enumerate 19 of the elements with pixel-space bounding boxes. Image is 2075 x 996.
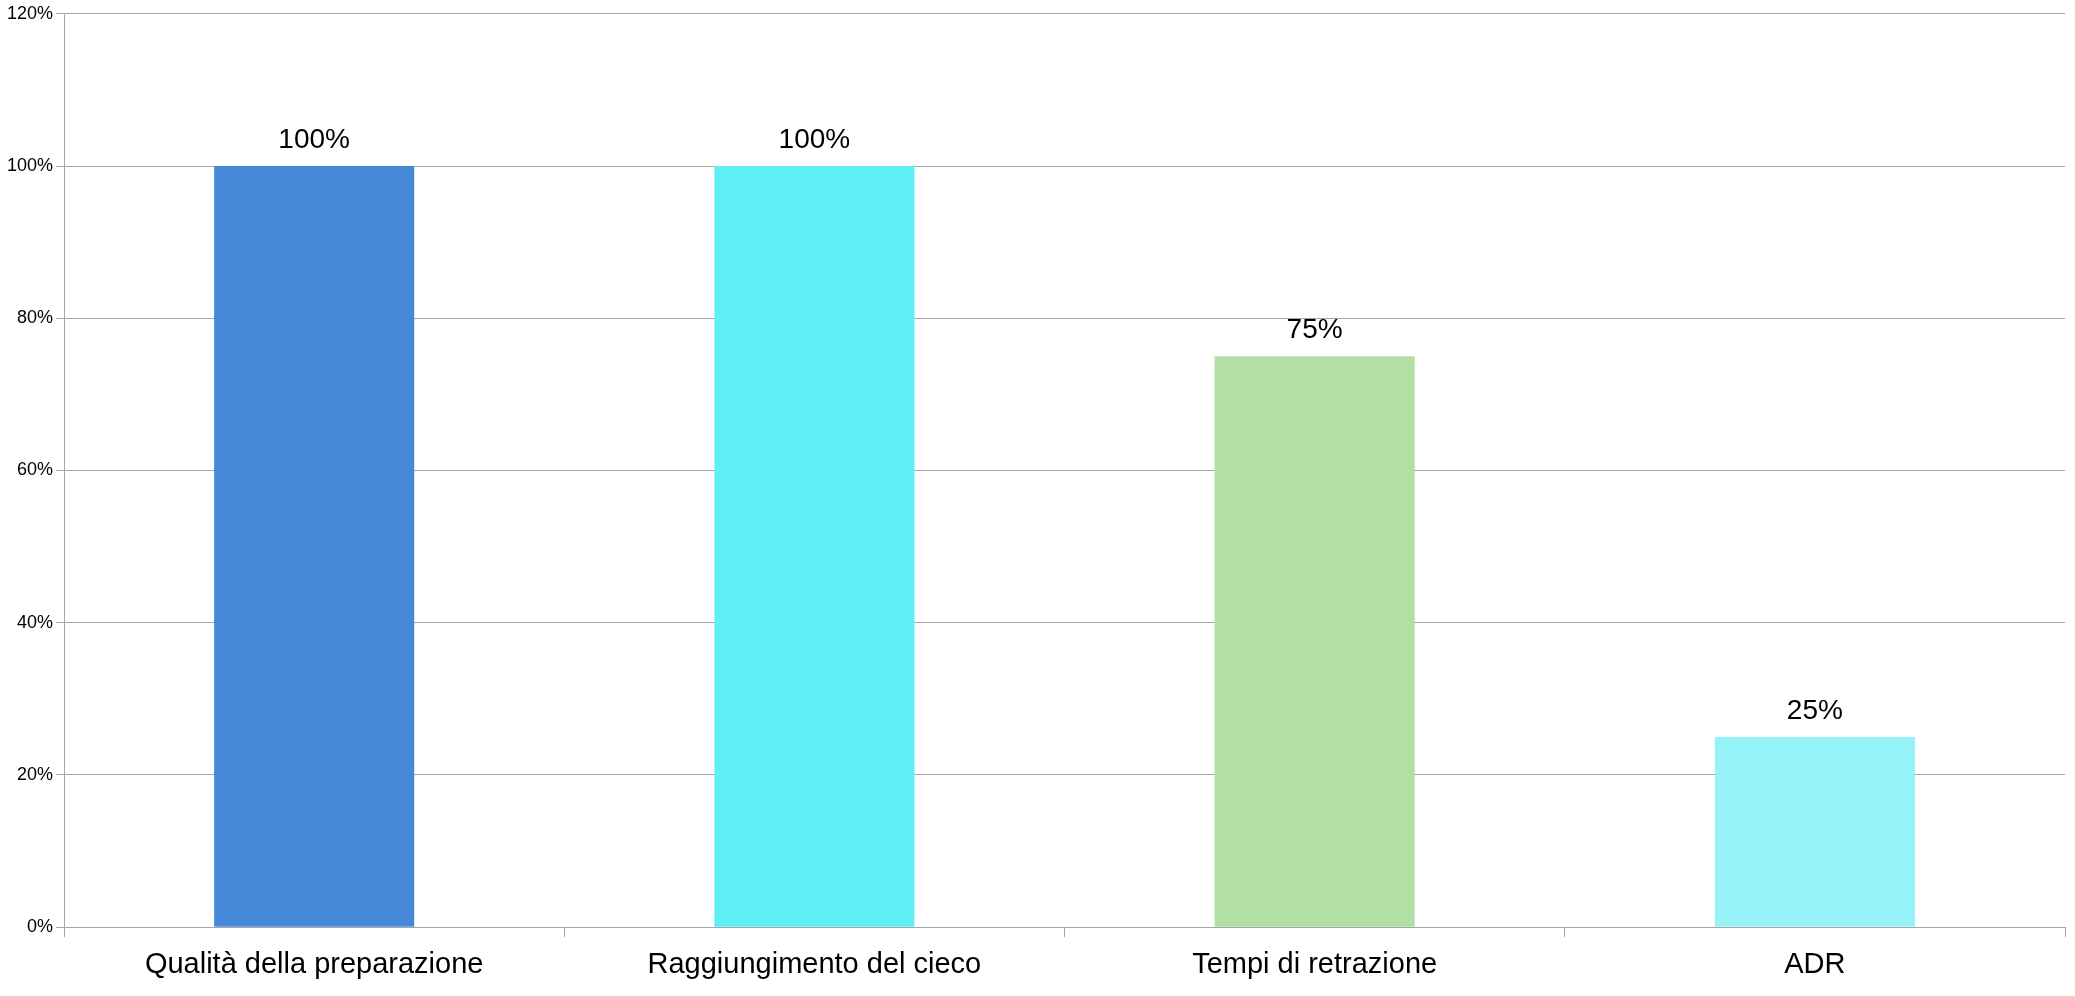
x-tick-label: Raggiungimento del cieco: [647, 946, 982, 979]
x-tick-label: ADR: [1784, 946, 1846, 979]
bar: [1214, 356, 1415, 927]
data-label: 25%: [1786, 693, 1843, 725]
data-label: 100%: [778, 122, 851, 154]
y-tick-label: 40%: [17, 611, 54, 632]
data-label: 75%: [1286, 313, 1343, 345]
x-tick-label: Tempi di retrazione: [1192, 946, 1438, 979]
y-tick-label: 60%: [17, 459, 54, 480]
y-tick-label: 80%: [17, 307, 54, 328]
y-tick-label: 20%: [17, 763, 54, 784]
data-label: 100%: [278, 122, 350, 154]
x-tick-label: Qualità della preparazione: [144, 946, 484, 979]
y-tick-label: 120%: [6, 2, 54, 23]
y-tick-label: 0%: [27, 916, 54, 937]
bar: [214, 166, 415, 927]
bar: [1714, 736, 1915, 927]
bar: [714, 166, 915, 927]
y-tick-label: 100%: [6, 155, 54, 175]
